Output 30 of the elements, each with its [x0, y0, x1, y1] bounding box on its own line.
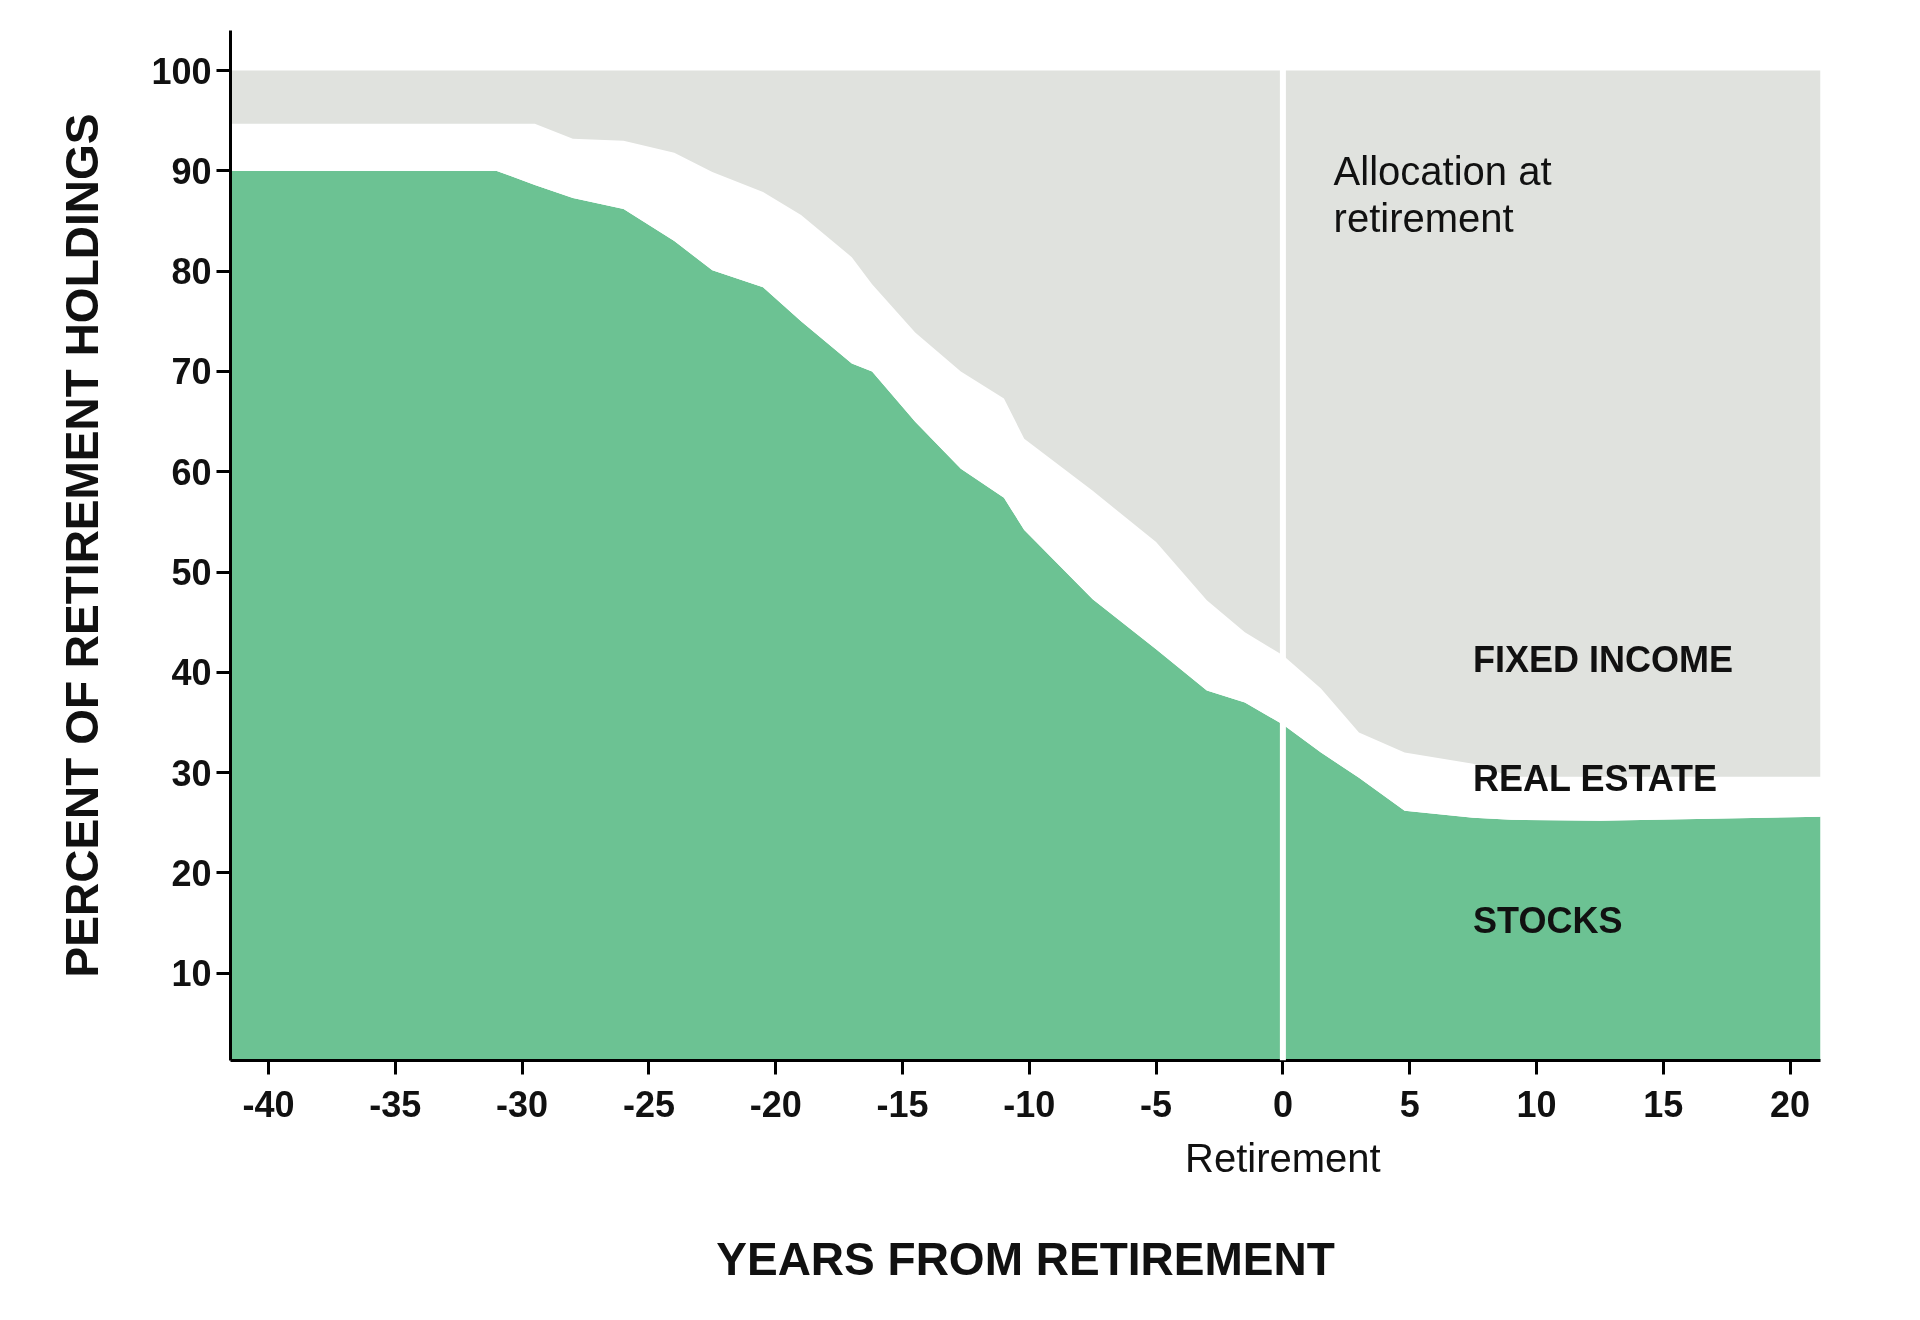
x-tick-label: -30	[496, 1083, 549, 1125]
x-axis-title: YEARS FROM RETIREMENT	[716, 1232, 1335, 1285]
x-tick-label: -10	[1003, 1083, 1056, 1125]
y-tick-label: 80	[171, 251, 212, 293]
x-tick-label: 5	[1399, 1083, 1420, 1125]
y-tick-label: 30	[171, 752, 212, 794]
y-tick-label: 50	[171, 552, 212, 594]
x-tick-label: 10	[1516, 1083, 1557, 1125]
series-label: STOCKS	[1473, 899, 1623, 941]
x-tick-label: 15	[1643, 1083, 1684, 1125]
y-tick-label: 90	[171, 150, 212, 192]
x-tick-label: -40	[242, 1083, 295, 1125]
text: Retirement	[1185, 1135, 1381, 1180]
x-tick-label: -25	[622, 1083, 675, 1125]
x-tick-label: -5	[1140, 1083, 1173, 1125]
y-tick-label: 70	[171, 351, 212, 393]
annotation: Allocation at retirement	[1333, 148, 1552, 241]
y-tick-label: 60	[171, 451, 212, 493]
x-tick-label: -35	[369, 1083, 422, 1125]
y-axis-title: PERCENT OF RETIREMENT HOLDINGS	[56, 113, 109, 978]
y-tick-label: 20	[171, 852, 212, 894]
series-label: FIXED INCOME	[1473, 639, 1734, 681]
x-tick-label: -15	[876, 1083, 929, 1125]
x-tick-label: 20	[1770, 1083, 1811, 1125]
y-tick-label: 10	[171, 953, 212, 995]
x-tick-label: -20	[749, 1083, 802, 1125]
y-tick-label: 40	[171, 652, 212, 694]
x-tick-label: 0	[1272, 1083, 1293, 1125]
series-label: REAL ESTATE	[1473, 758, 1718, 800]
y-tick-label: 100	[151, 50, 212, 92]
